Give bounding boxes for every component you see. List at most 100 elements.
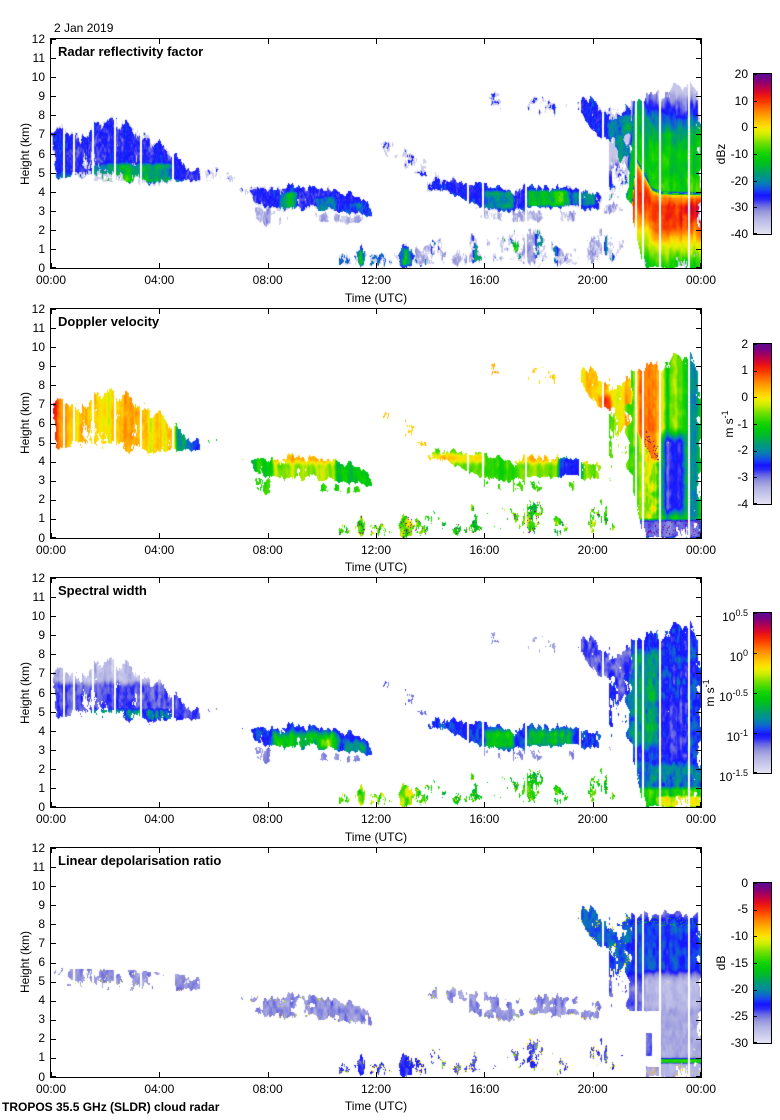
colorbar-tick <box>754 74 757 75</box>
x-tick <box>484 532 485 538</box>
y-tick-label: 5 <box>38 165 45 180</box>
y-tick-label: 9 <box>38 897 45 912</box>
exponent: 0 <box>742 648 748 658</box>
x-tick-top <box>268 39 269 44</box>
y-tick-label: 12 <box>31 840 45 855</box>
panel-title-z: Radar reflectivity factor <box>58 44 204 59</box>
x-tick <box>159 1071 160 1077</box>
x-tick-top <box>268 847 269 853</box>
colorbar-tick-label: 10-1 <box>726 728 748 744</box>
heatmap-w <box>51 578 701 807</box>
x-axis-label: Time (UTC) <box>344 829 408 844</box>
y-tick-label: 6 <box>38 146 45 161</box>
colorbar-tick-label: 10-1.5 <box>719 768 748 784</box>
y-tick-right <box>696 480 701 482</box>
colorbar-tick <box>754 476 757 478</box>
y-tick <box>51 885 56 887</box>
colorbar-tick <box>754 935 757 937</box>
x-tick <box>593 532 594 538</box>
colorbar-tick-label: 100 <box>729 648 748 664</box>
x-tick-label: 00:00 <box>35 273 67 287</box>
y-tick <box>51 1057 56 1059</box>
x-tick <box>51 263 52 268</box>
x-tick-top <box>593 308 594 314</box>
x-tick <box>51 1071 52 1077</box>
y-tick <box>51 77 56 78</box>
x-tick-label: 20:00 <box>577 273 608 287</box>
y-tick <box>51 578 56 579</box>
y-tick-right <box>696 962 701 964</box>
y-tick-right <box>696 442 701 444</box>
colorbar-tick-label: -10 <box>730 147 748 161</box>
y-tick-right <box>696 1000 701 1002</box>
colorbar-tick <box>754 101 757 102</box>
y-tick <box>51 518 56 520</box>
y-tick-label: 1 <box>38 511 45 526</box>
y-tick-label: 4 <box>38 723 45 738</box>
y-tick-label: 4 <box>38 454 45 469</box>
colorbar-tick <box>754 343 757 345</box>
y-tick-right <box>696 518 701 520</box>
y-tick-right <box>696 384 701 386</box>
y-tick-label: 6 <box>38 685 45 700</box>
heatmap-l <box>51 847 701 1077</box>
y-tick-right <box>696 769 701 770</box>
instrument-label: TROPOS 35.5 GHz (SLDR) cloud radar <box>2 1100 220 1114</box>
panel-title-w: Spectral width <box>58 583 147 598</box>
colorbar-tick-label: 2 <box>741 336 748 351</box>
colorbar-tick-label: -15 <box>730 955 748 970</box>
x-tick-label: 16:00 <box>469 542 500 557</box>
y-tick <box>51 847 56 849</box>
y-tick <box>51 327 56 329</box>
y-tick-label: 7 <box>38 666 45 681</box>
x-tick-top <box>159 308 160 314</box>
colorbar-tick-label: 10-0.5 <box>719 688 748 704</box>
x-tick-label: 20:00 <box>577 812 608 826</box>
colorbar-tick-label: 0 <box>741 875 748 890</box>
y-tick-right <box>696 788 701 789</box>
y-tick-right <box>696 154 701 155</box>
colorbar-tick-label: 0 <box>741 120 748 135</box>
x-tick-top <box>51 308 52 314</box>
x-tick-top <box>51 578 52 583</box>
y-tick <box>51 480 56 482</box>
x-tick-label: 08:00 <box>252 273 283 287</box>
y-tick <box>51 981 56 983</box>
colorbar-v <box>753 342 772 505</box>
x-tick-top <box>51 847 52 853</box>
y-tick <box>51 654 56 655</box>
colorbar-tick <box>754 233 757 234</box>
x-tick-top <box>268 308 269 314</box>
y-tick-label: 2 <box>38 761 45 776</box>
colorbar-tick-label: -5 <box>737 902 748 917</box>
date-label: 2 Jan 2019 <box>54 21 114 35</box>
y-tick-label: 0 <box>38 530 45 545</box>
x-axis-label: Time (UTC) <box>344 1099 408 1113</box>
x-tick-label: 00:00 <box>35 812 67 826</box>
colorbar-tick-label: 100.5 <box>722 608 748 624</box>
x-tick-label: 16:00 <box>469 273 500 287</box>
y-tick-label: 1 <box>38 241 45 256</box>
colorbar-l <box>753 881 772 1044</box>
y-tick-right <box>696 423 701 425</box>
plot-area-z <box>50 38 702 269</box>
y-tick-label: 10 <box>31 878 45 893</box>
colorbar-unit-label: dBz <box>714 143 729 165</box>
y-axis-label: Height (km) <box>18 122 32 185</box>
colorbar-tick-label: -20 <box>730 982 748 997</box>
y-tick-right <box>696 635 701 636</box>
x-tick <box>593 1071 594 1077</box>
y-tick-label: 5 <box>38 435 45 450</box>
y-tick <box>51 58 56 59</box>
y-tick-label: 4 <box>38 184 45 199</box>
colorbar-tick <box>754 989 757 991</box>
y-tick-right <box>696 885 701 887</box>
colorbar-tick <box>754 909 757 911</box>
x-tick-top <box>484 308 485 314</box>
x-tick <box>700 802 701 807</box>
exponent: -1 <box>739 728 748 738</box>
x-tick <box>51 802 52 807</box>
x-tick <box>268 532 269 538</box>
y-tick-label: 1 <box>38 1050 45 1065</box>
x-tick <box>159 263 160 268</box>
